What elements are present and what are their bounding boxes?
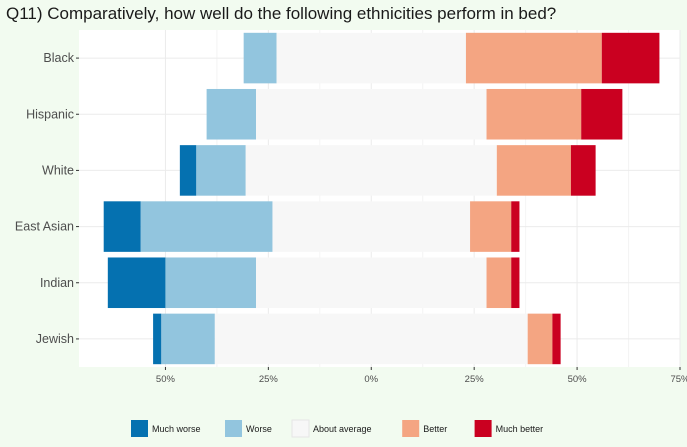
legend-label-better: Better [423,424,447,434]
bar-white-worse [196,145,246,196]
x-tick-label-3: 25% [465,374,485,385]
bar-hispanic-worse [206,88,257,140]
legend-swatch-about-average [291,419,310,438]
category-labels: Black Hispanic White East Asian Indian Jewish [15,51,79,346]
legend-label-worse: Worse [246,424,272,434]
bar-white-about-average [245,145,497,196]
legend-swatch-much-worse [131,420,148,437]
x-axis-ticks: 50% 25% 0% 25% 50% 75% [156,367,687,385]
bar-black-much-better [601,32,660,84]
plot-panel [79,30,680,367]
bar-jewish-much-worse [153,313,162,365]
bar-white-better [496,145,571,196]
x-tick-label-4: 50% [568,374,588,385]
category-label-indian: Indian [40,276,74,290]
x-tick-label-0: 50% [156,374,176,385]
category-label-white: White [42,163,74,177]
bar-east-asian-much-better [511,201,520,252]
bar-hispanic-about-average [256,88,487,140]
bar-east-asian-worse [140,201,273,252]
bar-black-about-average [276,32,466,84]
bar-indian-much-worse [107,257,166,309]
bar-east-asian-much-worse [103,201,141,252]
bar-hispanic-better [486,88,582,140]
x-tick-label-5: 75% [670,374,687,385]
bar-white-much-better [570,145,596,196]
legend-label-about-average: About average [313,424,372,434]
bars [103,32,660,365]
legend-label-much-better: Much better [496,424,544,434]
legend-label-much-worse: Much worse [152,424,201,434]
x-tick-label-2: 0% [364,374,378,385]
chart-title: Q11) Comparatively, how well do the foll… [6,4,557,23]
legend-swatch-much-better [474,420,492,437]
bar-indian-better [486,257,512,309]
bar-jewish-worse [161,313,215,365]
bar-jewish-better [527,313,553,365]
bar-indian-about-average [256,257,487,309]
bar-black-better [465,32,602,84]
category-label-east-asian: East Asian [15,220,74,234]
category-label-jewish: Jewish [36,332,74,346]
x-tick-label-1: 25% [259,374,279,385]
bar-east-asian-about-average [272,201,471,252]
legend-swatch-better [402,420,420,437]
bar-indian-worse [165,257,257,309]
category-label-hispanic: Hispanic [26,107,74,121]
bar-white-much-worse [179,145,197,196]
legend: Much worse Worse About average Better Much b… [131,419,544,438]
bar-jewish-much-better [552,313,561,365]
bar-hispanic-much-better [581,88,623,140]
legend-swatch-worse [225,420,242,437]
bar-jewish-about-average [214,313,528,365]
category-label-black: Black [43,51,74,65]
bar-east-asian-better [470,201,512,252]
bar-black-worse [243,32,277,84]
bar-indian-much-better [511,257,520,309]
